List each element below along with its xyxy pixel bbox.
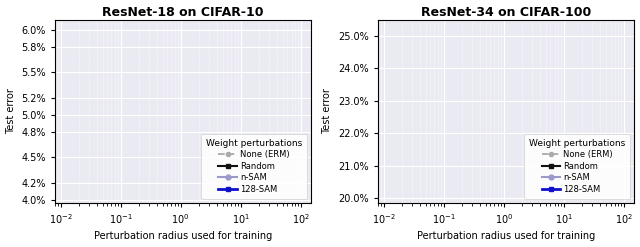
Legend: None (ERM), Random, n-SAM, 128-SAM: None (ERM), Random, n-SAM, 128-SAM [524,134,630,199]
Legend: None (ERM), Random, n-SAM, 128-SAM: None (ERM), Random, n-SAM, 128-SAM [201,134,307,199]
Y-axis label: Test error: Test error [323,88,333,134]
X-axis label: Perturbation radius used for training: Perturbation radius used for training [417,231,595,242]
X-axis label: Perturbation radius used for training: Perturbation radius used for training [94,231,272,242]
Title: ResNet-18 on CIFAR-10: ResNet-18 on CIFAR-10 [102,5,264,19]
Title: ResNet-34 on CIFAR-100: ResNet-34 on CIFAR-100 [421,5,591,19]
Y-axis label: Test error: Test error [6,88,15,134]
